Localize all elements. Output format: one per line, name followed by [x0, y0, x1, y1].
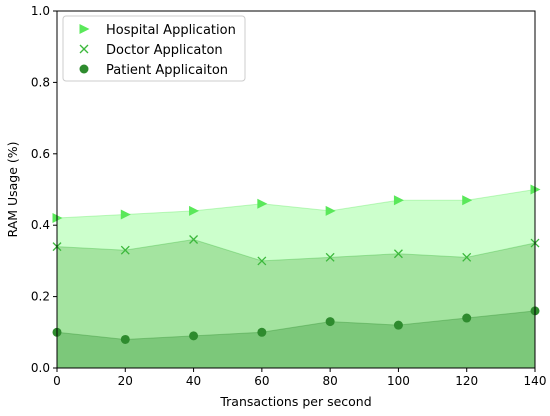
data-point-s0-1: [120, 209, 131, 220]
data-point-s1-3: [257, 256, 267, 266]
y-tick-label: 0.2: [31, 290, 50, 304]
legend: Hospital Application Doctor Applicaton Pat…: [62, 15, 246, 82]
x-tick-label: 60: [254, 374, 269, 388]
legend-marker-2: [79, 64, 89, 74]
area-fill-2: [57, 310, 535, 368]
data-point-s0-5: [393, 195, 404, 206]
legend-box: [62, 15, 246, 82]
area-fills: [57, 189, 535, 368]
data-point-s2-3: [257, 327, 267, 337]
y-tick-label: 0.8: [31, 75, 50, 89]
x-tick-label: 0: [53, 374, 61, 388]
y-tick-label: 0.6: [31, 147, 50, 161]
data-point-s2-2: [189, 331, 199, 341]
x-tick-label: 40: [186, 374, 201, 388]
y-tick-label: 0.4: [31, 218, 50, 232]
legend-marker-0: [79, 24, 90, 34]
x-tick-label: 20: [118, 374, 133, 388]
legend-label: Hospital Application: [106, 23, 236, 38]
legend-label: Patient Applicaiton: [106, 63, 228, 78]
data-point-s2-1: [120, 334, 130, 344]
data-point-s1-4: [325, 252, 335, 262]
series-line-1: [56, 238, 536, 262]
data-point-s1-6: [462, 252, 472, 262]
series-markers: [52, 184, 541, 344]
legend-label: Doctor Applicaton: [106, 43, 223, 58]
x-tick-label: 140: [524, 374, 547, 388]
plot-frame: [56, 10, 536, 369]
data-point-s2-4: [325, 317, 335, 327]
data-point-s0-6: [462, 195, 473, 206]
data-point-s0-4: [325, 205, 336, 216]
series-lines: [56, 189, 536, 340]
data-point-s0-3: [257, 198, 268, 209]
x-axis-label: Transactions per second: [219, 394, 371, 409]
series-line-0: [56, 189, 536, 219]
x-axis-ticks: 0 20 40 60 80 100 120 140: [53, 368, 546, 388]
x-tick-label: 80: [323, 374, 338, 388]
y-tick-label: 0.0: [31, 361, 50, 375]
data-point-s1-5: [393, 249, 403, 259]
y-tick-label: 1.0: [31, 4, 50, 18]
x-tick-label: 120: [455, 374, 478, 388]
data-point-s2-5: [393, 320, 403, 330]
legend-marker-1: [79, 44, 89, 54]
y-axis-ticks: 0.0 0.2 0.4 0.6 0.8 1.0: [31, 4, 57, 375]
data-point-s1-1: [120, 245, 130, 255]
x-tick-label: 100: [387, 374, 410, 388]
data-point-s1-2: [189, 235, 199, 244]
y-axis-label: RAM Usage (%): [5, 141, 20, 237]
data-point-s2-6: [462, 313, 472, 323]
series-line-2: [56, 310, 536, 340]
data-point-s0-2: [189, 205, 200, 216]
